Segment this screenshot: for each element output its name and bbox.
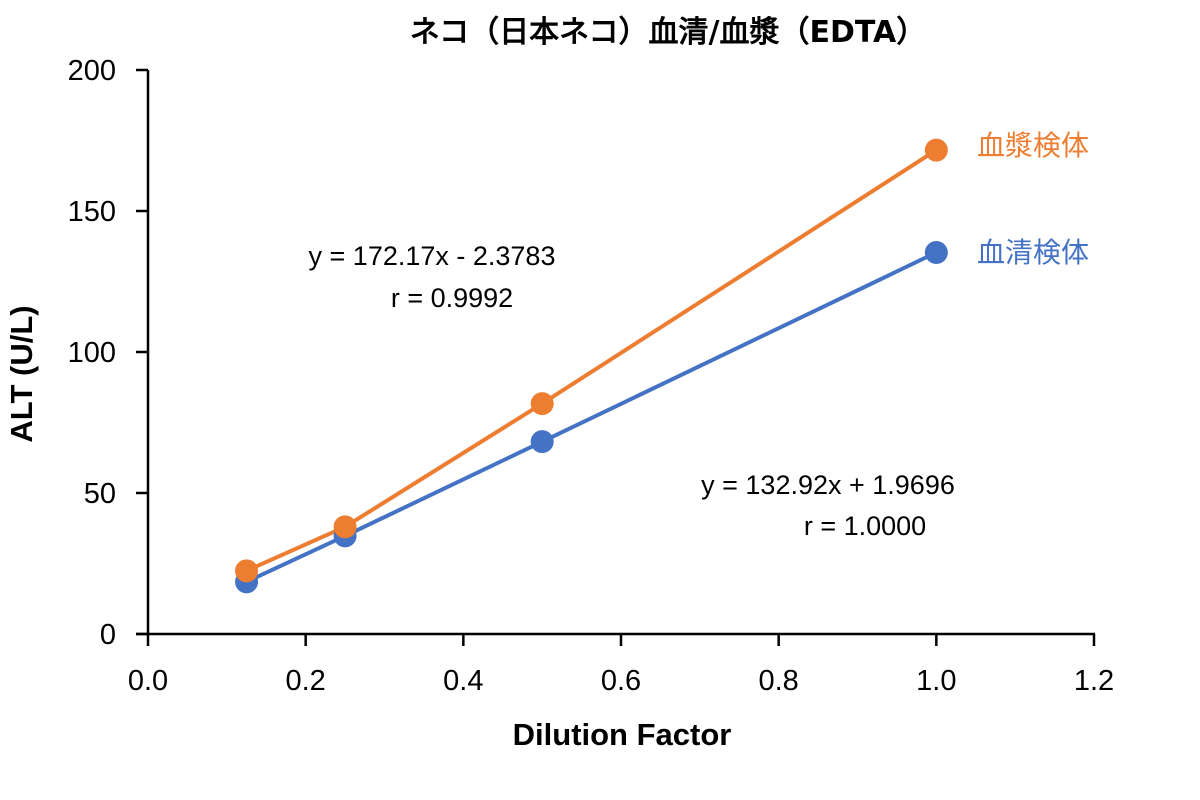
data-point [235,559,259,583]
serum-equation: y = 132.92x + 1.9696 [701,470,955,500]
data-point [924,240,948,264]
series-line [245,250,938,584]
x-tick-label: 0.6 [601,665,641,697]
data-point [530,430,554,454]
plot-area: 0 50 100 150 200 0.0 0.2 0.4 0.6 0.8 1.0 1.2 [68,55,1115,697]
x-tick-label: 0.8 [759,665,799,697]
data-point [333,515,357,539]
plasma-r-value: r = 0.9992 [391,283,513,313]
x-tick-label: 0.4 [443,665,483,697]
x-tick-label: 1.0 [916,665,956,697]
y-tick-label: 50 [84,478,116,510]
x-tick-label: 1.2 [1074,665,1114,697]
series-line [245,148,938,573]
y-tick-label: 200 [68,55,116,87]
y-tick-label: 150 [68,196,116,228]
x-axis-ticks: 0.0 0.2 0.4 0.6 0.8 1.0 1.2 [128,634,1114,697]
chart-title: ネコ（日本ネコ）血清/血漿（EDTA） [410,15,927,50]
legend-serum-label: 血清検体 [977,236,1089,269]
serum-r-value: r = 1.0000 [804,511,926,541]
x-tick-label: 0.2 [286,665,326,697]
y-tick-label: 100 [68,337,116,369]
legend-plasma-label: 血漿検体 [977,129,1089,162]
series-points [235,138,948,594]
data-point [530,392,554,416]
plasma-equation: y = 172.17x - 2.3783 [309,241,556,271]
data-point [924,138,948,162]
series-lines [245,148,938,584]
y-axis-title: ALT (U/L) [4,305,39,442]
x-axis-title: Dilution Factor [513,717,732,752]
y-axis-ticks: 0 50 100 150 200 [68,55,148,651]
y-tick-label: 0 [100,619,116,651]
x-tick-label: 0.0 [128,665,168,697]
